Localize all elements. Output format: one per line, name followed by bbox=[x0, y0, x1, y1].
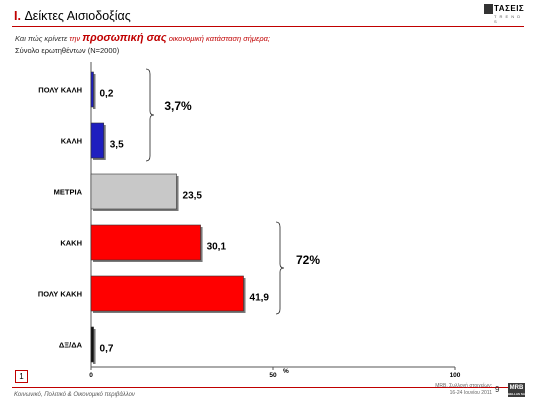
category-label: ΠΟΛΥ ΚΑΛΗ bbox=[38, 86, 82, 95]
question-suffix: οικονομική κατάσταση σήμερα; bbox=[168, 34, 270, 43]
logo-mark-icon bbox=[484, 4, 493, 14]
value-label: 0,2 bbox=[100, 89, 114, 100]
section-title: Δείκτες Αισιοδοξίας bbox=[24, 9, 131, 23]
category-label: ΚΑΚΗ bbox=[60, 239, 82, 248]
header-divider bbox=[12, 26, 524, 27]
mrb-logo-text: MRB bbox=[509, 385, 524, 391]
footer-source: MRB, Συλλογή στοιχείων: 16-24 Ιουνίου 20… bbox=[410, 383, 492, 397]
mrb-logo: MRB HELLAS SA bbox=[508, 383, 525, 397]
mrb-logo-subtext: HELLAS SA bbox=[508, 392, 526, 396]
category-label: ΔΞ/ΔΑ bbox=[59, 341, 83, 350]
value-label: 41,9 bbox=[250, 293, 270, 304]
bar-3 bbox=[90, 224, 201, 261]
bar-0 bbox=[90, 71, 94, 108]
slide-number: 1 bbox=[15, 370, 28, 383]
x-tick-label: 100 bbox=[450, 372, 461, 379]
footer-section-label: Κοινωνικό, Πολιτικό & Οικονομικό περιβάλ… bbox=[14, 392, 135, 398]
bar-1 bbox=[90, 122, 105, 159]
group-total-label: 72% bbox=[296, 253, 320, 267]
category-label: ΜΕΤΡΙΑ bbox=[54, 188, 83, 197]
value-label: 3,5 bbox=[110, 140, 124, 151]
question-emphasis: προσωπική σας bbox=[82, 32, 167, 44]
brand-logo: ΤΑΣΕΙΣ T R E N D S bbox=[484, 4, 525, 24]
footer-source-line1: MRB, Συλλογή στοιχείων: bbox=[435, 383, 492, 389]
category-label: ΚΑΛΗ bbox=[61, 137, 82, 146]
x-tick-label: 0 bbox=[89, 372, 93, 379]
bar-5 bbox=[90, 326, 94, 363]
value-label: 30,1 bbox=[207, 242, 227, 253]
footer-divider bbox=[12, 387, 524, 388]
category-label: ΠΟΛΥ ΚΑΚΗ bbox=[38, 290, 82, 299]
value-label: 23,5 bbox=[183, 191, 203, 202]
page-number: 9 bbox=[495, 385, 500, 394]
bar-4 bbox=[90, 275, 244, 312]
sample-base: Σύνολο ερωτηθέντων (N=2000) bbox=[15, 46, 120, 55]
page-title: I. Δείκτες Αισιοδοξίας bbox=[14, 9, 131, 23]
value-label: 0,7 bbox=[100, 344, 114, 355]
bar-2 bbox=[90, 173, 177, 210]
section-number: I. bbox=[14, 9, 21, 23]
x-tick-label: 50 bbox=[269, 372, 277, 379]
bar-shadow bbox=[93, 74, 96, 109]
question-prefix: Και πώς κρίνετε bbox=[15, 34, 68, 43]
logo-text: ΤΑΣΕΙΣ bbox=[494, 4, 525, 13]
logo-subtext: T R E N D S bbox=[494, 14, 522, 24]
group-total-label: 3,7% bbox=[164, 99, 192, 113]
group-bracket bbox=[275, 221, 285, 315]
footer-source-line2: 16-24 Ιουνίου 2011 bbox=[449, 390, 492, 396]
x-axis-label: % bbox=[283, 368, 289, 375]
group-bracket bbox=[145, 68, 155, 162]
question-article: την bbox=[69, 34, 81, 43]
bar-shadow bbox=[93, 329, 96, 364]
question-text: Και πώς κρίνετε την προσωπική σας οικονο… bbox=[15, 32, 270, 44]
